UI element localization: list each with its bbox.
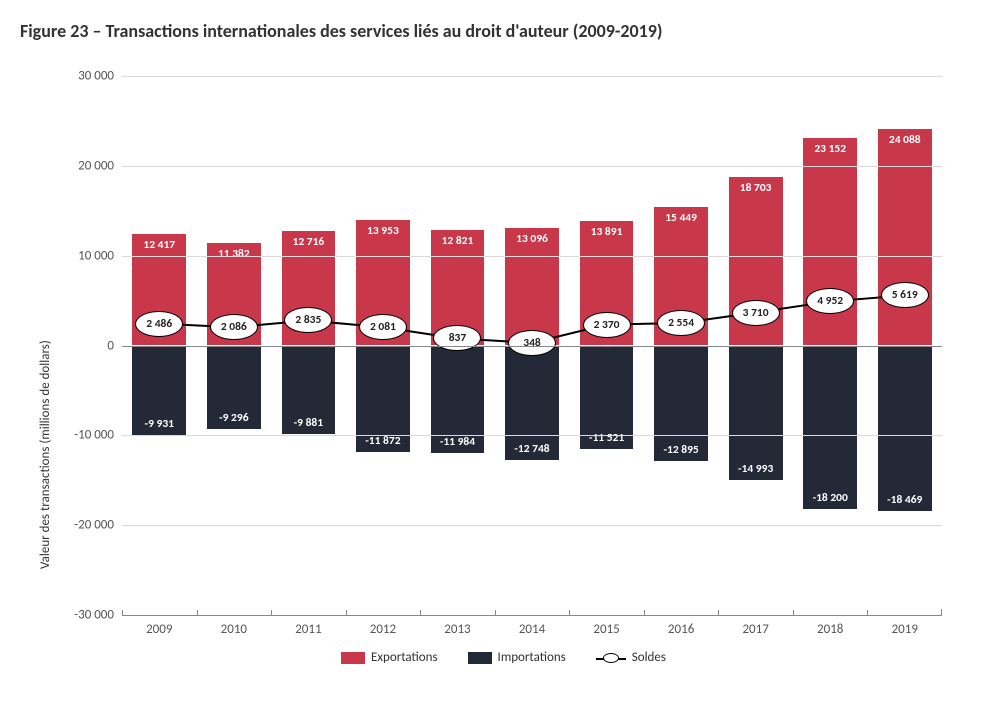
legend-item-exportations: Exportations [341,650,438,665]
gridline [122,166,942,167]
y-tick-label: -10 000 [74,428,122,443]
x-tick-label: 2017 [718,615,793,637]
x-tick-label: 2016 [644,615,719,637]
y-tick-label: -30 000 [74,608,122,623]
y-tick-label: -20 000 [74,518,122,533]
legend: Exportations Importations Soldes [20,650,987,665]
chart-body: Valeur des transactions (millions de dol… [20,76,987,616]
x-tick-label: 2018 [793,615,868,637]
gridline [122,76,942,77]
x-tick-label: 2013 [420,615,495,637]
plot-area: 12 417-9 93111 382-9 29612 716-9 88113 9… [122,76,942,616]
y-tick-label: 20 000 [78,158,122,173]
swatch-soldes [596,651,626,665]
x-tick-label: 2019 [867,615,942,637]
y-axis-label: Valeur des transactions (millions de dol… [38,340,53,569]
gridline [122,256,942,257]
x-tick-label: 2009 [122,615,197,637]
gridline [122,435,942,436]
x-tick-label: 2010 [197,615,272,637]
swatch-exportations [341,652,365,664]
soldes-swatch-marker [603,653,619,663]
zero-gridline [122,346,942,347]
gridline [122,525,942,526]
legend-label-importations: Importations [498,650,566,665]
x-tick-label: 2014 [495,615,570,637]
x-tick-label: 2011 [271,615,346,637]
x-axis-ticks: 2009201020112012201320142015201620172018… [122,615,942,637]
chart-title: Figure 23 – Transactions internationales… [20,20,987,42]
legend-label-soldes: Soldes [632,650,666,665]
legend-item-importations: Importations [468,650,566,665]
y-tick-label: 10 000 [78,248,122,263]
y-tick-label: 30 000 [78,69,122,84]
swatch-importations [468,652,492,664]
y-tick-label: 0 [107,338,122,353]
legend-label-exportations: Exportations [371,650,438,665]
x-tick-label: 2015 [569,615,644,637]
legend-item-soldes: Soldes [596,650,666,665]
x-tick-label: 2012 [346,615,421,637]
chart-container: Figure 23 – Transactions internationales… [20,20,987,707]
